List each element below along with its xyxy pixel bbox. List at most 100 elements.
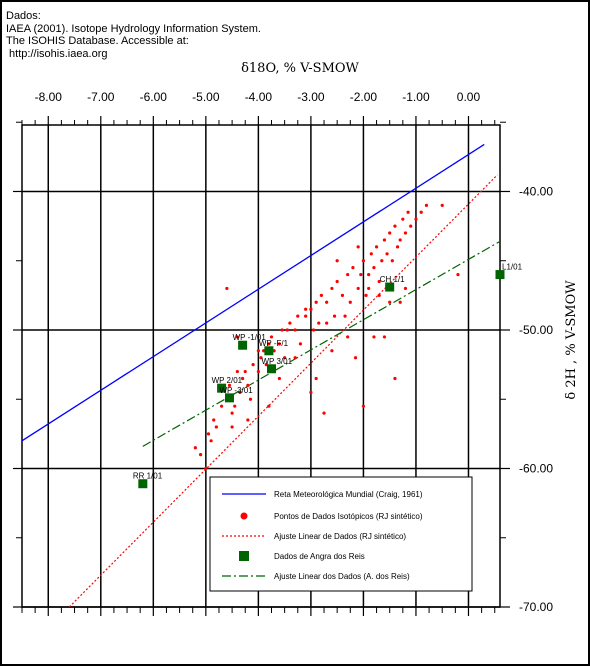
data-point-label: WP -1/01 [233, 333, 267, 342]
x-tick-label: -7.00 [87, 90, 115, 104]
data-point-rj [314, 300, 318, 304]
x-tick-label: -4.00 [245, 90, 273, 104]
x-tick-label: -5.00 [192, 90, 220, 104]
data-point-rj [361, 259, 366, 263]
x-tick-label: -3.00 [297, 90, 325, 104]
data-point-rj [367, 286, 371, 291]
data-point-rj [325, 321, 329, 325]
data-point-rj [256, 349, 260, 353]
data-point-rj [214, 425, 218, 429]
data-point-rj [293, 328, 297, 332]
data-point-label: L1/01 [502, 263, 523, 272]
legend-entry: Ajuste Linear de Dados (RJ sintético) [274, 532, 406, 541]
data-point-angra [264, 346, 274, 356]
source-line: IAEA (2001). Isotope Hydrology Informati… [6, 22, 261, 35]
y-tick-label: -50.00 [519, 323, 553, 337]
data-point-rj [330, 286, 334, 291]
data-point-rj [293, 356, 297, 360]
data-point-rj [241, 376, 245, 381]
data-point-rj [414, 217, 418, 221]
data-point-rj [198, 453, 203, 457]
legend-swatch-point [240, 512, 248, 520]
data-point-rj [288, 321, 292, 325]
x-tick-label: 0.00 [457, 90, 481, 104]
x-axis-title: δ18O, % V-SMOW [241, 61, 359, 76]
legend-entry: Ajuste Linear dos Dados (A. dos Reis) [274, 572, 410, 581]
data-point-rj [356, 286, 360, 291]
data-point-rj [304, 307, 308, 311]
x-tick-label: -1.00 [402, 90, 430, 104]
data-point-rj [346, 272, 350, 277]
data-point-rj [456, 272, 460, 277]
data-point-rj [377, 279, 381, 284]
x-tick-label: -6.00 [140, 90, 168, 104]
data-point-rj [367, 272, 371, 277]
data-point-rj [319, 293, 324, 297]
data-point-rj [220, 404, 224, 408]
series-line [22, 143, 485, 442]
data-point-rj [398, 300, 402, 304]
data-point-rj [206, 432, 211, 436]
data-point-rj [340, 293, 345, 297]
data-point-rj [377, 293, 381, 297]
legend-entry: Dados de Angra dos Reis [274, 552, 365, 561]
series-line [68, 174, 498, 607]
legend-swatch-square [239, 551, 249, 561]
data-point-rj [204, 466, 208, 471]
data-point-rj [269, 335, 274, 339]
data-point-rj [395, 245, 400, 249]
data-point-rj [277, 376, 281, 381]
data-point-rj [212, 418, 216, 422]
data-point-rj [227, 383, 232, 387]
source-note: Dados: IAEA (2001). Isotope Hydrology In… [6, 10, 261, 60]
data-point-rj [225, 286, 229, 291]
data-point-rj [353, 356, 358, 360]
data-point-rj [409, 224, 413, 228]
data-point-rj [382, 238, 387, 242]
data-point-rj [348, 300, 352, 304]
data-point-rj [280, 328, 284, 332]
data-point-rj [285, 328, 289, 332]
plot-content [22, 143, 500, 607]
data-point-angra [138, 479, 148, 489]
data-point-rj [359, 272, 363, 277]
data-point-rj [235, 369, 239, 374]
data-point-rj [230, 425, 234, 429]
data-point-rj [233, 404, 237, 408]
data-point-rj [311, 328, 316, 332]
data-point-rj [419, 210, 423, 214]
data-point-rj [230, 411, 234, 415]
data-point-rj [296, 314, 300, 318]
data-point-rj [356, 245, 360, 249]
data-point-rj [259, 356, 263, 360]
data-point-rj [390, 259, 394, 263]
data-point-label: WP 2/01 [212, 376, 243, 385]
y-tick-label: -60.00 [519, 461, 553, 475]
y-tick-label: -40.00 [519, 184, 553, 198]
data-point-rj [304, 314, 308, 318]
data-point-rj [335, 259, 339, 263]
legend-entry: Reta Meteorológica Mundial (Craig, 1961) [274, 490, 423, 499]
data-point-rj [369, 252, 373, 256]
data-point-rj [398, 238, 402, 242]
data-point-rj [393, 224, 397, 228]
data-point-rj [382, 335, 387, 339]
y-tick-label: -70.00 [519, 600, 553, 614]
data-point-label: WP 3/01 [262, 357, 293, 366]
data-point-label: RR 1/01 [133, 472, 163, 481]
data-point-rj [424, 203, 429, 207]
data-point-angra [267, 364, 277, 374]
data-point-rj [251, 363, 255, 367]
data-point-rj [335, 279, 339, 284]
data-point-rj [388, 231, 392, 235]
data-point-label: CH 1/1 [380, 275, 405, 284]
data-point-rj [325, 300, 329, 304]
data-point-rj [388, 300, 392, 304]
data-point-rj [277, 342, 281, 346]
source-line: Dados: [6, 10, 41, 22]
data-point-rj [393, 376, 397, 381]
data-point-rj [267, 342, 271, 346]
data-point-angra [217, 383, 227, 393]
data-point-rj [235, 335, 239, 339]
